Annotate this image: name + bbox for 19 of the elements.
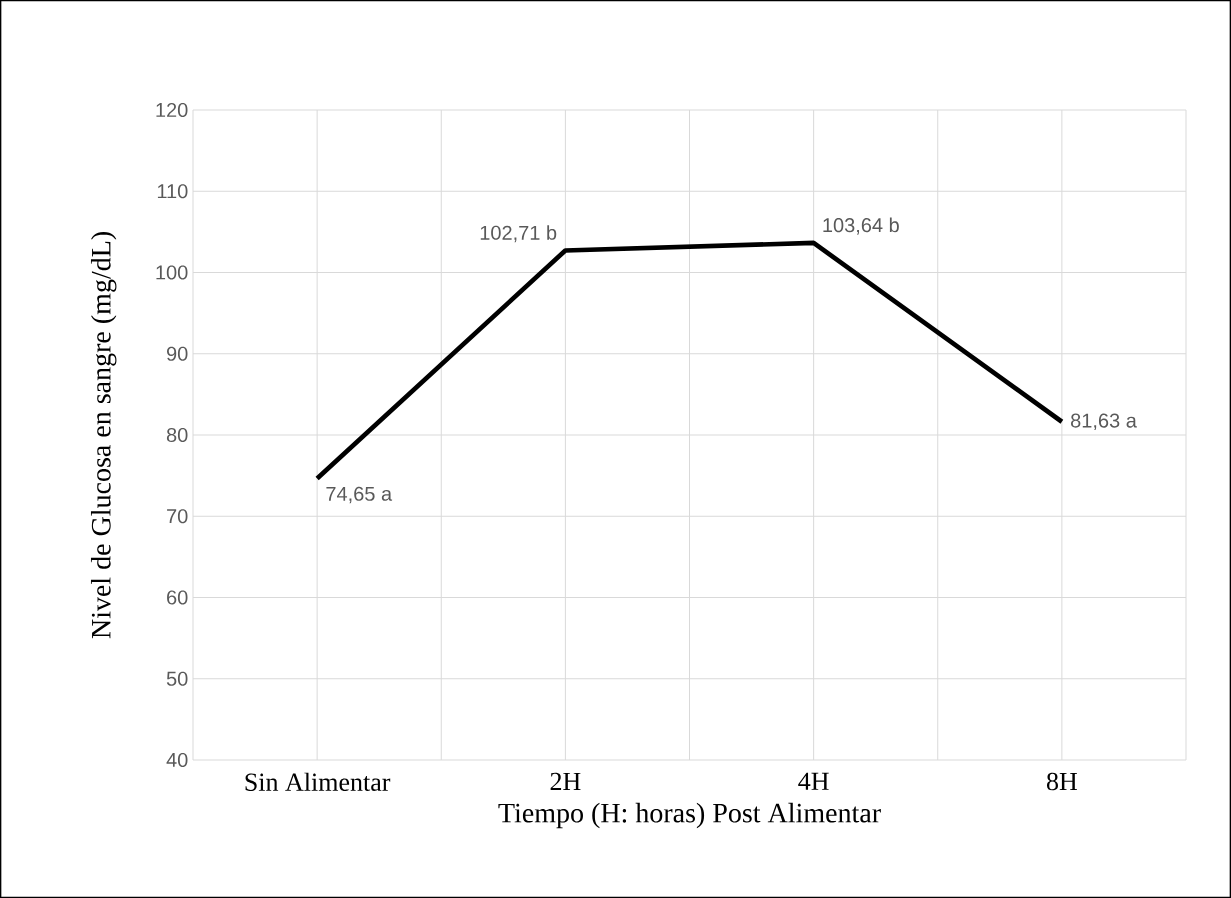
y-tick-label: 50 [166,671,188,686]
x-axis-title: Tiempo (H: horas) Post Alimentar [498,802,881,829]
y-tick-label: 90 [166,346,188,361]
x-tick-label: Sin Alimentar [245,772,391,791]
x-tick-label: 4H [798,772,829,790]
x-tick-label: 2H [550,772,581,790]
y-tick-label: 110 [157,184,188,199]
data-label: 81,63 a [1071,413,1137,430]
y-tick-label: 100 [156,265,188,280]
y-tick-label: 40 [166,752,188,768]
y-tick-label: 120 [156,102,188,118]
data-label: 103,64 b [823,217,899,235]
y-tick-label: 60 [167,590,188,605]
y-tick-label: 80 [166,427,188,443]
data-label: 74,65 a [326,486,393,504]
data-label: 102,71 b [480,225,557,243]
y-tick-label: 70 [167,509,188,524]
y-axis-title: Nivel de Glucosa en sangre (mg/dL) [90,232,117,639]
x-tick-label: 8H [1046,772,1077,791]
